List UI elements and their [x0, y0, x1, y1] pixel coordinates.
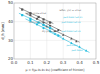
y-tick-label: 30 — [8, 38, 14, 43]
annotation: µ=0.0444 — [66, 44, 77, 47]
y-grid-line — [14, 40, 96, 41]
y-tick-label: 40 — [8, 19, 14, 24]
point — [21, 8, 23, 10]
plot-frame — [14, 3, 96, 59]
annotation: Teflon, y(x) = +0.52 — [59, 9, 82, 12]
y-tick-label: 20 — [8, 56, 14, 61]
annotation: µ=0.0444 — [71, 49, 82, 52]
point — [54, 32, 56, 34]
point — [62, 37, 64, 39]
marks — [19, 8, 90, 53]
annotation: Teflon, y(x)=+0.52 — [25, 12, 46, 15]
x-tick-label: 0.1 — [27, 60, 34, 65]
x-axis-label: µ = f(µ₀·k₁·k₂·k₃) [coefficient of frict… — [26, 68, 85, 72]
fit-line — [50, 32, 89, 53]
point — [21, 14, 23, 16]
point — [78, 46, 80, 48]
point — [36, 23, 38, 25]
y-axis-label: d_h [mm] — [1, 22, 5, 40]
y-tick-label: 50 — [8, 0, 14, 5]
annotation: µ=0.0444 r=0.21 — [62, 21, 82, 24]
annotation: µ=0.0444 r=0.21 — [63, 16, 83, 19]
fit-line — [25, 13, 61, 31]
fit-line — [19, 13, 53, 29]
annotation: dry y(x)=-0.88 — [42, 30, 59, 33]
point — [70, 37, 72, 39]
x-tick-label: 0.4 — [76, 60, 83, 65]
grid — [14, 3, 96, 59]
x-tick-label: 0.3 — [60, 60, 67, 65]
point — [42, 24, 44, 26]
point — [75, 40, 77, 42]
point — [85, 49, 87, 51]
annotations: Teflon, y(x) = +0.52 Teflon, y(x)=+0.52 ro… — [25, 9, 83, 52]
point — [49, 25, 51, 27]
x-tick-label: 0.5 — [93, 60, 100, 65]
fit-line — [25, 19, 61, 37]
x-tick-label: 0.2 — [44, 60, 51, 65]
annotation: µ=0.0444 r=0.21 — [62, 30, 82, 33]
point — [38, 16, 40, 18]
chart: 0.00.10.20.30.40.520304050Teflon, y(x) =… — [0, 0, 100, 74]
y-grid-line — [14, 21, 96, 22]
point — [62, 33, 64, 35]
annotation: rolling oil y(x)=-0.21 — [29, 21, 52, 24]
